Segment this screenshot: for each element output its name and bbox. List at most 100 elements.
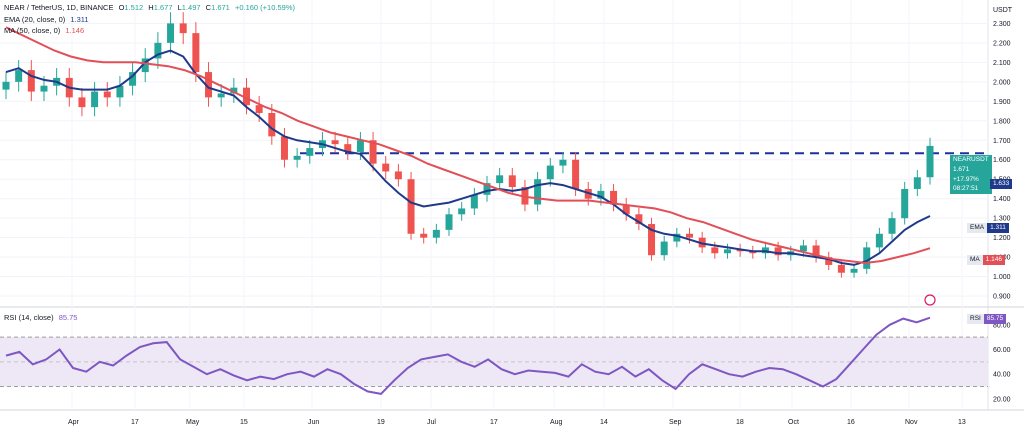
currency-label: USDT xyxy=(993,7,1013,14)
time-tick-label: Jul xyxy=(427,419,436,426)
candle-body xyxy=(331,140,339,145)
time-tick-label: May xyxy=(186,419,200,426)
candle-body xyxy=(901,188,909,219)
candle-body xyxy=(546,165,554,180)
candle-body xyxy=(673,233,681,242)
candle-body xyxy=(230,87,238,94)
candle-body xyxy=(572,159,580,189)
candle-body xyxy=(458,208,466,215)
price-tick-label: 2.000 xyxy=(993,79,1011,86)
symbol-header: NEAR / TetherUS, 1D, BINANCE O1.512 H1.6… xyxy=(4,3,295,12)
time-tick-label: 19 xyxy=(377,419,385,426)
price-tick-label: 1.200 xyxy=(993,235,1011,242)
candle-body xyxy=(382,163,390,172)
candle-body xyxy=(268,112,276,137)
rsi-tick-label: 20.00 xyxy=(993,396,1011,403)
candle-body xyxy=(686,233,694,238)
candle-body xyxy=(15,70,23,82)
candle-body xyxy=(837,264,845,273)
candle-body xyxy=(344,144,352,152)
candle-body xyxy=(27,70,35,92)
ema-legend: EMA (20, close, 0) 1.311 xyxy=(4,15,89,24)
ma-price-tag: MA 1.146 xyxy=(967,255,1006,265)
candle-body xyxy=(179,23,187,34)
time-tick-label: Oct xyxy=(788,419,799,426)
candle-body xyxy=(306,148,314,156)
candle-body xyxy=(635,214,643,225)
price-tick-label: 2.200 xyxy=(993,40,1011,47)
time-tick-label: Jun xyxy=(308,419,319,426)
candle-body xyxy=(508,175,516,188)
candle-body xyxy=(534,179,542,205)
candle-body xyxy=(255,105,263,113)
time-tick-label: 16 xyxy=(847,419,855,426)
candle-body xyxy=(129,72,137,86)
candle-body xyxy=(648,224,656,256)
candle-body xyxy=(154,42,162,59)
candle-body xyxy=(91,91,99,108)
time-tick-label: Aug xyxy=(550,419,563,426)
candle-body xyxy=(888,218,896,234)
price-tick-label: 1.300 xyxy=(993,216,1011,223)
price-tick-label: 1.400 xyxy=(993,196,1011,203)
time-tick-label: 14 xyxy=(600,419,608,426)
price-tick-label: 2.300 xyxy=(993,21,1011,28)
candle-body xyxy=(192,33,200,73)
candle-body xyxy=(420,233,428,238)
candle-body xyxy=(78,97,86,108)
candle-body xyxy=(723,249,731,254)
price-tick-label: 1.000 xyxy=(993,274,1011,281)
candle-body xyxy=(597,190,605,199)
candle-body xyxy=(40,85,48,92)
time-tick-label: Apr xyxy=(68,419,80,426)
candle-body xyxy=(369,140,377,164)
price-tick-label: 0.900 xyxy=(993,294,1011,301)
candle-body xyxy=(660,241,668,256)
candle-body xyxy=(103,91,111,98)
candle-body xyxy=(2,81,10,90)
ema-20-line xyxy=(5,49,931,266)
symbol-title: NEAR / TetherUS, 1D, BINANCE xyxy=(4,3,114,12)
time-tick-label: 17 xyxy=(490,419,498,426)
candle-body xyxy=(610,190,618,205)
time-tick-label: 13 xyxy=(958,419,966,426)
candle-body xyxy=(559,159,567,166)
candle-body xyxy=(622,204,630,215)
candle-body xyxy=(774,247,782,256)
time-tick-label: Nov xyxy=(905,419,918,426)
candle-body xyxy=(875,233,883,248)
ma-legend: MA (50, close, 0) 1.146 xyxy=(4,26,85,35)
rsi-tick-label: 40.00 xyxy=(993,372,1011,379)
candle-body xyxy=(799,245,807,252)
candle-body xyxy=(242,87,250,106)
rsi-tick-label: 80.00 xyxy=(993,322,1011,329)
price-tick-label: 1.800 xyxy=(993,118,1011,125)
candle-body xyxy=(483,183,491,195)
time-tick-label: Sep xyxy=(669,419,682,426)
candle-body xyxy=(850,268,858,273)
candle-body xyxy=(926,145,934,178)
low-value: 1.497 xyxy=(181,3,201,12)
candle-body xyxy=(521,187,529,205)
last-price-tag: NEARUSDT 1.671 +17.97% 08:27:51 xyxy=(950,155,992,195)
candle-body xyxy=(913,177,921,189)
candle-body xyxy=(407,179,415,234)
time-tick-label: 17 xyxy=(131,419,139,426)
candle-body xyxy=(825,257,833,265)
candle-body xyxy=(863,247,871,269)
rsi-tick-label: 60.00 xyxy=(993,347,1011,354)
candle-body xyxy=(394,171,402,180)
candle-body xyxy=(445,214,453,230)
candle-body xyxy=(496,175,504,184)
price-tick-label: 1.700 xyxy=(993,138,1011,145)
rsi-line xyxy=(5,316,931,395)
candle-body xyxy=(356,140,364,152)
alert-icon xyxy=(924,294,936,306)
time-tick-label: 18 xyxy=(736,419,744,426)
price-tick-label: 1.600 xyxy=(993,157,1011,164)
candle-body xyxy=(470,194,478,209)
candle-body xyxy=(711,247,719,254)
ema-price-tag: EMA 1.311 xyxy=(967,223,1009,233)
close-value: 1.671 xyxy=(211,3,230,12)
